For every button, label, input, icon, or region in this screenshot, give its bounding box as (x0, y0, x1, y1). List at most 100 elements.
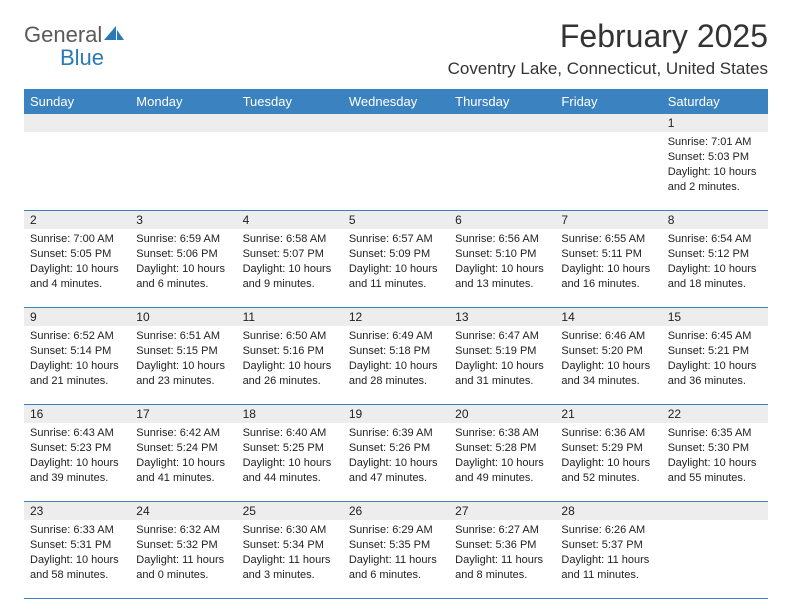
day-cell: Sunrise: 7:01 AMSunset: 5:03 PMDaylight:… (662, 132, 768, 210)
daylight-text-line1: Daylight: 11 hours (455, 553, 549, 568)
daylight-text-line2: and 58 minutes. (30, 568, 124, 583)
daylight-text-line2: and 21 minutes. (30, 374, 124, 389)
day-cell: Sunrise: 6:52 AMSunset: 5:14 PMDaylight:… (24, 326, 130, 404)
sunset-text: Sunset: 5:03 PM (668, 150, 762, 165)
daylight-text-line1: Daylight: 10 hours (668, 165, 762, 180)
daylight-text-line2: and 26 minutes. (243, 374, 337, 389)
day-number (343, 114, 449, 132)
sunset-text: Sunset: 5:32 PM (136, 538, 230, 553)
day-number: 10 (130, 308, 236, 326)
sunset-text: Sunset: 5:30 PM (668, 441, 762, 456)
sunrise-text: Sunrise: 6:51 AM (136, 329, 230, 344)
day-cell: Sunrise: 6:33 AMSunset: 5:31 PMDaylight:… (24, 520, 130, 598)
sunset-text: Sunset: 5:34 PM (243, 538, 337, 553)
week-row: Sunrise: 7:00 AMSunset: 5:05 PMDaylight:… (24, 229, 768, 308)
day-number: 9 (24, 308, 130, 326)
calendar-grid: Sunday Monday Tuesday Wednesday Thursday… (24, 89, 768, 599)
day-cell: Sunrise: 6:32 AMSunset: 5:32 PMDaylight:… (130, 520, 236, 598)
month-title: February 2025 (448, 18, 768, 55)
day-number: 8 (662, 211, 768, 229)
day-number: 1 (662, 114, 768, 132)
sunset-text: Sunset: 5:25 PM (243, 441, 337, 456)
daylight-text-line1: Daylight: 10 hours (668, 456, 762, 471)
daylight-text-line2: and 44 minutes. (243, 471, 337, 486)
day-cell: Sunrise: 6:39 AMSunset: 5:26 PMDaylight:… (343, 423, 449, 501)
daylight-text-line2: and 31 minutes. (455, 374, 549, 389)
logo-text-blue: Blue (60, 45, 104, 70)
sunrise-text: Sunrise: 6:54 AM (668, 232, 762, 247)
day-cell: Sunrise: 6:59 AMSunset: 5:06 PMDaylight:… (130, 229, 236, 307)
daylight-text-line1: Daylight: 10 hours (561, 262, 655, 277)
daylight-text-line2: and 11 minutes. (561, 568, 655, 583)
day-number: 13 (449, 308, 555, 326)
daylight-text-line2: and 13 minutes. (455, 277, 549, 292)
daylight-text-line1: Daylight: 10 hours (349, 456, 443, 471)
day-cell: Sunrise: 6:54 AMSunset: 5:12 PMDaylight:… (662, 229, 768, 307)
logo-text-general: General (24, 22, 102, 47)
daylight-text-line1: Daylight: 10 hours (668, 359, 762, 374)
day-cell: Sunrise: 6:42 AMSunset: 5:24 PMDaylight:… (130, 423, 236, 501)
sunrise-text: Sunrise: 7:01 AM (668, 135, 762, 150)
daylight-text-line1: Daylight: 10 hours (136, 359, 230, 374)
daylight-text-line2: and 4 minutes. (30, 277, 124, 292)
daylight-text-line2: and 6 minutes. (136, 277, 230, 292)
daylight-text-line1: Daylight: 10 hours (349, 359, 443, 374)
day-header-row: Sunday Monday Tuesday Wednesday Thursday… (24, 89, 768, 114)
daylight-text-line2: and 28 minutes. (349, 374, 443, 389)
day-cell: Sunrise: 6:38 AMSunset: 5:28 PMDaylight:… (449, 423, 555, 501)
sunrise-text: Sunrise: 6:35 AM (668, 426, 762, 441)
day-number: 20 (449, 405, 555, 423)
day-number-row: 1 (24, 114, 768, 132)
header-row: General Blue February 2025 Coventry Lake… (24, 18, 768, 79)
day-cell (343, 132, 449, 210)
sunrise-text: Sunrise: 6:59 AM (136, 232, 230, 247)
day-cell: Sunrise: 6:35 AMSunset: 5:30 PMDaylight:… (662, 423, 768, 501)
day-cell: Sunrise: 6:43 AMSunset: 5:23 PMDaylight:… (24, 423, 130, 501)
day-number: 4 (237, 211, 343, 229)
day-cell: Sunrise: 6:36 AMSunset: 5:29 PMDaylight:… (555, 423, 661, 501)
day-cell: Sunrise: 6:30 AMSunset: 5:34 PMDaylight:… (237, 520, 343, 598)
day-number: 18 (237, 405, 343, 423)
day-number: 21 (555, 405, 661, 423)
sunset-text: Sunset: 5:16 PM (243, 344, 337, 359)
day-number: 24 (130, 502, 236, 520)
day-header-tuesday: Tuesday (237, 89, 343, 114)
day-number (24, 114, 130, 132)
week-row: Sunrise: 6:52 AMSunset: 5:14 PMDaylight:… (24, 326, 768, 405)
day-number: 11 (237, 308, 343, 326)
daylight-text-line2: and 3 minutes. (243, 568, 337, 583)
logo: General Blue (24, 24, 126, 70)
day-cell: Sunrise: 6:45 AMSunset: 5:21 PMDaylight:… (662, 326, 768, 404)
day-number (555, 114, 661, 132)
daylight-text-line2: and 55 minutes. (668, 471, 762, 486)
daylight-text-line1: Daylight: 10 hours (243, 262, 337, 277)
sunrise-text: Sunrise: 6:52 AM (30, 329, 124, 344)
weeks-container: 1Sunrise: 7:01 AMSunset: 5:03 PMDaylight… (24, 114, 768, 599)
day-number (237, 114, 343, 132)
daylight-text-line2: and 47 minutes. (349, 471, 443, 486)
day-cell: Sunrise: 6:49 AMSunset: 5:18 PMDaylight:… (343, 326, 449, 404)
week-row: Sunrise: 7:01 AMSunset: 5:03 PMDaylight:… (24, 132, 768, 211)
daylight-text-line1: Daylight: 10 hours (136, 262, 230, 277)
daylight-text-line1: Daylight: 10 hours (30, 456, 124, 471)
sunrise-text: Sunrise: 6:40 AM (243, 426, 337, 441)
daylight-text-line1: Daylight: 10 hours (136, 456, 230, 471)
day-number: 6 (449, 211, 555, 229)
day-number-row: 9101112131415 (24, 308, 768, 326)
day-cell (449, 132, 555, 210)
sunrise-text: Sunrise: 6:38 AM (455, 426, 549, 441)
daylight-text-line2: and 2 minutes. (668, 180, 762, 195)
daylight-text-line2: and 23 minutes. (136, 374, 230, 389)
day-number (130, 114, 236, 132)
day-number: 5 (343, 211, 449, 229)
day-number: 12 (343, 308, 449, 326)
daylight-text-line2: and 34 minutes. (561, 374, 655, 389)
week-row: Sunrise: 6:33 AMSunset: 5:31 PMDaylight:… (24, 520, 768, 599)
logo-text-block: General Blue (24, 24, 126, 70)
daylight-text-line2: and 41 minutes. (136, 471, 230, 486)
daylight-text-line1: Daylight: 11 hours (136, 553, 230, 568)
sunset-text: Sunset: 5:23 PM (30, 441, 124, 456)
daylight-text-line2: and 11 minutes. (349, 277, 443, 292)
day-number: 28 (555, 502, 661, 520)
day-header-sunday: Sunday (24, 89, 130, 114)
